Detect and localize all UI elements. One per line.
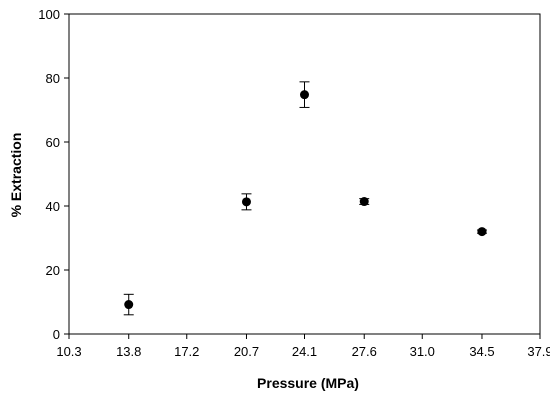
plot-border	[68, 13, 541, 335]
data-point	[359, 197, 370, 207]
x-tick-label: 27.6	[352, 344, 377, 359]
point-marker	[359, 197, 369, 207]
data-point	[123, 293, 134, 316]
x-tick-label: 24.1	[292, 344, 317, 359]
data-points	[123, 81, 487, 316]
point-marker	[241, 197, 251, 207]
y-tick-label: 0	[53, 327, 60, 342]
plot-frame	[68, 13, 541, 335]
x-tick-label: 34.5	[469, 344, 494, 359]
point-marker	[477, 227, 487, 237]
x-axis-title: Pressure (MPa)	[257, 375, 359, 391]
y-tick-label: 60	[46, 135, 60, 150]
x-tick-label: 31.0	[410, 344, 435, 359]
data-point	[476, 227, 487, 237]
y-axis-title: % Extraction	[8, 133, 24, 218]
data-point	[299, 81, 310, 108]
y-tick-label: 40	[46, 199, 60, 214]
x-tick-label: 20.7	[234, 344, 259, 359]
y-tick-label: 100	[38, 7, 60, 22]
x-tick-label: 17.2	[174, 344, 199, 359]
point-marker	[300, 90, 309, 100]
x-tick-label: 10.3	[56, 344, 81, 359]
x-axis: 10.3 13.8 17.2 20.7 24.1 27.6 31.0 34.5 37.9	[56, 334, 550, 359]
y-tick-label: 20	[46, 263, 60, 278]
y-tick-label: 80	[46, 71, 60, 86]
x-tick-label: 37.9	[527, 344, 550, 359]
y-axis: 0 20 40 60 80 100	[38, 7, 69, 342]
x-tick-label: 13.8	[116, 344, 141, 359]
point-marker	[124, 300, 134, 310]
data-point	[241, 193, 252, 211]
